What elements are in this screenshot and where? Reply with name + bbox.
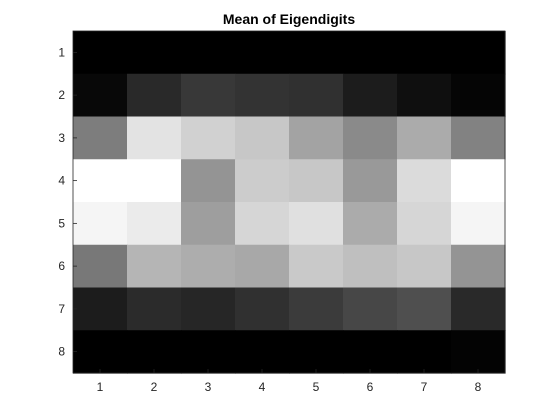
heatmap-cell-r3-c4 [235,116,290,160]
heatmap-cell-r6-c1 [73,244,128,289]
heatmap-cell-r7-c7 [397,287,452,331]
heatmap-cell-r4-c7 [397,159,452,203]
y-axis: 1 2 3 4 5 6 7 8 [58,45,77,359]
heatmap-cell-r8-c3 [181,330,236,374]
y-tick-label: 7 [58,302,65,316]
heatmap-cell-r1-c5 [289,31,344,75]
heatmap-cell-r5-c6 [343,202,398,246]
y-tick-label: 3 [58,131,65,145]
heatmap-cell-r5-c5 [289,202,344,246]
heatmap-cells [73,31,506,374]
heatmap-cell-r2-c5 [289,73,344,118]
heatmap-cell-r7-c1 [73,287,128,331]
heatmap-cell-r7-c3 [181,287,236,331]
chart-title: Mean of Eigendigits [223,11,355,27]
heatmap-cell-r3-c3 [181,116,236,160]
heatmap-cell-r4-c2 [127,159,182,203]
x-tick-label: 4 [259,380,266,394]
heatmap-cell-r7-c8 [451,287,506,331]
heatmap-cell-r1-c3 [181,31,236,75]
x-tick-label: 3 [205,380,212,394]
heatmap-cell-r2-c1 [73,73,128,118]
heatmap-cell-r3-c2 [127,116,182,160]
heatmap-cell-r8-c7 [397,330,452,374]
heatmap-cell-r3-c1 [73,116,128,160]
heatmap-cell-r2-c7 [397,73,452,118]
y-tick-label: 2 [58,88,65,102]
x-axis: 1 2 3 4 5 6 7 8 [97,369,482,394]
heatmap-cell-r7-c2 [127,287,182,331]
heatmap-cell-r2-c8 [451,73,506,118]
x-tick-label: 1 [97,380,104,394]
heatmap-cell-r6-c5 [289,244,344,289]
heatmap-cell-r5-c2 [127,202,182,246]
heatmap-cell-r2-c6 [343,73,398,118]
heatmap-cell-r6-c2 [127,244,182,289]
heatmap-cell-r5-c4 [235,202,290,246]
heatmap-cell-r1-c7 [397,31,452,75]
heatmap-cell-r4-c4 [235,159,290,203]
heatmap-cell-r8-c8 [451,330,506,374]
heatmap-cell-r1-c8 [451,31,506,75]
heatmap-cell-r6-c7 [397,244,452,289]
heatmap-cell-r4-c8 [451,159,506,203]
heatmap-cell-r8-c2 [127,330,182,374]
x-tick-label: 2 [151,380,158,394]
heatmap-cell-r8-c1 [73,330,128,374]
heatmap-cell-r1-c4 [235,31,290,75]
heatmap-cell-r6-c4 [235,244,290,289]
heatmap-cell-r8-c6 [343,330,398,374]
heatmap-cell-r1-c6 [343,31,398,75]
heatmap-cell-r7-c5 [289,287,344,331]
y-tick-label: 8 [58,345,65,359]
heatmap-cell-r5-c1 [73,202,128,246]
heatmap-cell-r5-c3 [181,202,236,246]
heatmap-cell-r4-c6 [343,159,398,203]
y-tick-label: 4 [58,174,65,188]
heatmap-cell-r6-c8 [451,244,506,289]
y-tick-label: 1 [58,45,65,59]
heatmap-cell-r3-c6 [343,116,398,160]
heatmap-cell-r4-c5 [289,159,344,203]
heatmap-cell-r4-c1 [73,159,128,203]
heatmap-cell-r5-c8 [451,202,506,246]
heatmap-cell-r6-c3 [181,244,236,289]
heatmap-cell-r5-c7 [397,202,452,246]
heatmap-cell-r3-c5 [289,116,344,160]
x-tick-label: 7 [421,380,428,394]
heatmap-cell-r2-c3 [181,73,236,118]
heatmap-cell-r8-c4 [235,330,290,374]
heatmap-cell-r4-c3 [181,159,236,203]
heatmap-cell-r6-c6 [343,244,398,289]
heatmap-cell-r1-c2 [127,31,182,75]
heatmap-cell-r3-c7 [397,116,452,160]
heatmap-cell-r2-c4 [235,73,290,118]
heatmap-cell-r7-c4 [235,287,290,331]
x-tick-label: 5 [313,380,320,394]
x-tick-label: 8 [475,380,482,394]
y-tick-label: 6 [58,259,65,273]
heatmap-cell-r2-c2 [127,73,182,118]
x-tick-label: 6 [367,380,374,394]
plot-frame [72,30,506,374]
y-tick-label: 5 [58,216,65,230]
heatmap-cell-r7-c6 [343,287,398,331]
heatmap-cell-r1-c1 [73,31,128,75]
heatmap-cell-r8-c5 [289,330,344,374]
heatmap-cell-r3-c8 [451,116,506,160]
